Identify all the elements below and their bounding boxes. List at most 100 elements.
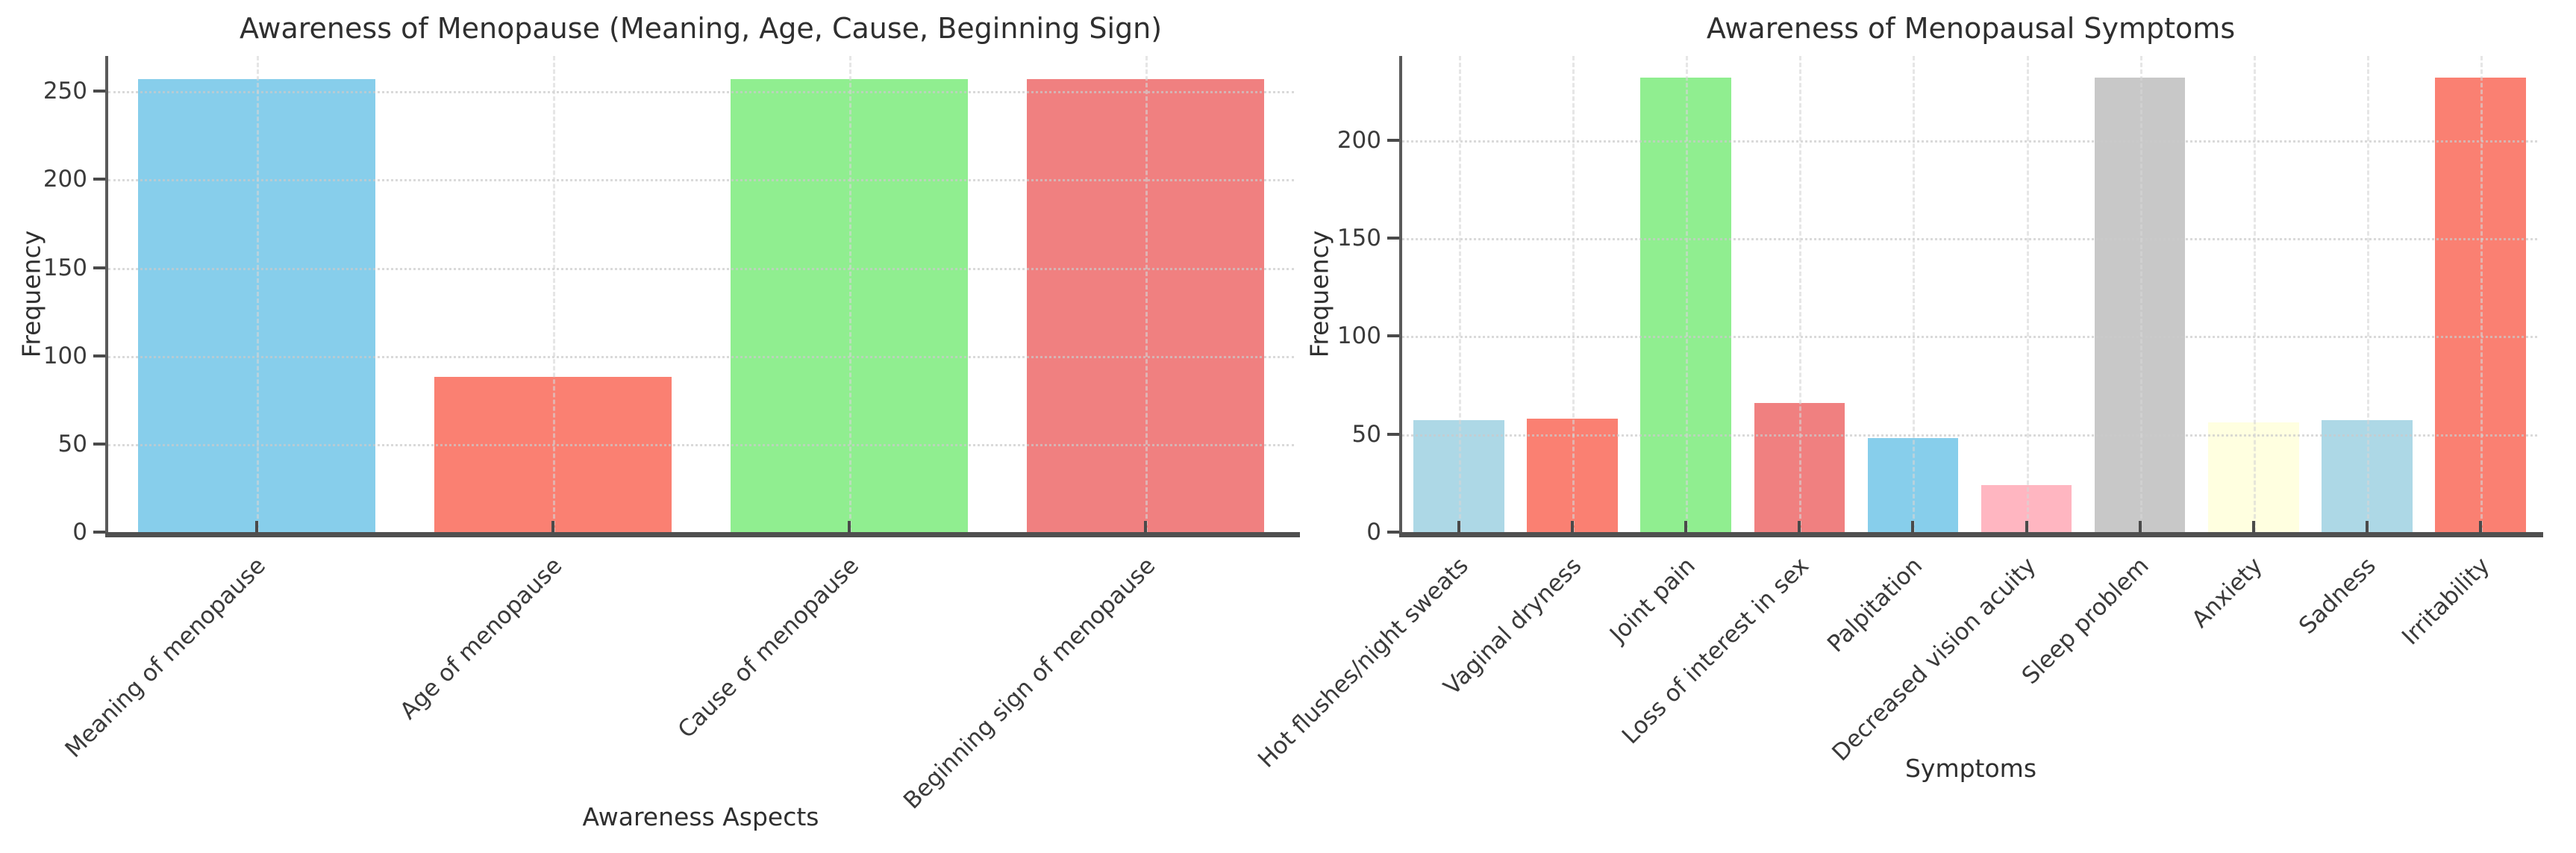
h-gridline-50: [1402, 434, 2537, 437]
x-tick-mark-cause-of-menopause: [848, 521, 851, 532]
y-tick-mark-250: [93, 90, 105, 93]
v-gridline-hot-flushes-night-sweats: [1459, 56, 1462, 532]
y-tick-label-50: 50: [57, 430, 87, 457]
x-axis-spine: [1399, 532, 2543, 537]
y-tick-label-100: 100: [1337, 322, 1381, 350]
x-tick-label-irritability: Irritability: [2396, 552, 2495, 651]
bar-beginning-sign-of-menopause: [1027, 78, 1265, 532]
x-tick-label-sadness: Sadness: [2294, 552, 2382, 640]
v-gridline-palpitation: [1913, 56, 1916, 532]
x-tick-mark-decreased-vision-acuity: [2025, 521, 2028, 532]
y-tick-mark-150: [1387, 237, 1399, 240]
x-tick-label-decreased-vision-acuity: Decreased vision acuity: [1827, 552, 2042, 766]
x-tick-mark-joint-pain: [1684, 521, 1688, 532]
v-gridline-meaning-of-menopause: [256, 56, 259, 532]
v-gridline-irritability: [2480, 56, 2483, 532]
y-tick-mark-50: [1387, 432, 1399, 436]
y-tick-label-150: 150: [43, 254, 87, 281]
h-gridline-100: [108, 355, 1294, 358]
x-tick-mark-palpitation: [1911, 521, 1915, 532]
x-tick-label-beginning-sign-of-menopause: Beginning sign of menopause: [898, 552, 1160, 815]
x-tick-label-palpitation: Palpitation: [1822, 552, 1928, 658]
h-gridline-200: [1402, 140, 2537, 143]
y-tick-label-100: 100: [43, 342, 87, 369]
y-axis-label: Frequency: [1304, 230, 1334, 358]
x-axis-label: Awareness Aspects: [582, 802, 819, 831]
x-tick-label-hot-flushes-night-sweats: Hot flushes/night sweats: [1252, 552, 1474, 773]
v-gridline-loss-of-interest-in-sex: [1799, 56, 1802, 532]
plot-area: 0 50 100 150 200 250: [43, 56, 1300, 546]
y-tick-mark-100: [1387, 334, 1399, 338]
y-tick-mark-150: [93, 266, 105, 269]
x-tick-label-sleep-problem: Sleep problem: [2017, 552, 2155, 690]
y-axis-label: Frequency: [16, 230, 46, 358]
v-gridline-joint-pain: [1686, 56, 1689, 532]
h-gridline-50: [108, 443, 1294, 446]
h-gridline-200: [108, 179, 1294, 182]
v-gridline-decreased-vision-acuity: [2026, 56, 2029, 532]
bar-anxiety: [2207, 422, 2299, 532]
y-tick-label-250: 250: [43, 78, 87, 105]
bar-age-of-menopause: [434, 377, 672, 532]
bar-decreased-vision-acuity: [1981, 485, 2072, 532]
y-tick-label-0: 0: [72, 519, 87, 546]
y-tick-mark-0: [1387, 531, 1399, 534]
v-gridline-sadness: [2366, 56, 2369, 532]
x-tick-mark-irritability: [2478, 521, 2482, 532]
v-gridline-age-of-menopause: [552, 56, 555, 532]
h-gridline-150: [1402, 238, 2537, 241]
x-tick-mark-anxiety: [2251, 521, 2255, 532]
h-gridline-150: [108, 267, 1294, 270]
y-tick-mark-0: [93, 531, 105, 534]
x-tick-mark-meaning-of-menopause: [254, 521, 258, 532]
x-tick-mark-hot-flushes-night-sweats: [1457, 521, 1461, 532]
y-tick-label-200: 200: [1337, 126, 1381, 154]
chart-title: Awareness of Menopause (Meaning, Age, Ca…: [239, 12, 1163, 45]
x-tick-label-anxiety: Anxiety: [2186, 552, 2269, 634]
bar-cause-of-menopause: [731, 78, 969, 532]
x-tick-mark-loss-of-interest-in-sex: [1798, 521, 1801, 532]
y-tick-label-150: 150: [1337, 225, 1381, 252]
x-tick-label-cause-of-menopause: Cause of menopause: [672, 552, 864, 744]
chart-title: Awareness of Menopausal Symptoms: [1706, 12, 2236, 45]
bar-palpitation: [1867, 437, 1959, 532]
bar-sleep-problem: [2094, 77, 2186, 532]
bar-hot-flushes-night-sweats: [1413, 420, 1504, 532]
bar-irritability: [2435, 77, 2526, 532]
y-tick-label-0: 0: [1366, 519, 1381, 546]
v-gridline-cause-of-menopause: [849, 56, 852, 532]
x-tick-label-age-of-menopause: Age of menopause: [395, 552, 568, 725]
x-tick-mark-beginning-sign-of-menopause: [1144, 521, 1148, 532]
x-tick-label-joint-pain: Joint pain: [1604, 552, 1701, 649]
bar-sadness: [2322, 420, 2413, 532]
x-tick-mark-sadness: [2365, 521, 2369, 532]
y-tick-mark-100: [93, 354, 105, 357]
v-gridline-vaginal-dryness: [1572, 56, 1575, 532]
x-tick-label-vaginal-dryness: Vaginal dryness: [1438, 552, 1587, 701]
x-tick-mark-age-of-menopause: [551, 521, 554, 532]
x-tick-mark-vaginal-dryness: [1571, 521, 1575, 532]
h-gridline-100: [1402, 336, 2537, 339]
bar-joint-pain: [1640, 77, 1732, 532]
h-gridline-250: [108, 91, 1294, 94]
x-tick-label-meaning-of-menopause: Meaning of menopause: [60, 552, 272, 763]
v-gridline-anxiety: [2253, 56, 2256, 532]
y-tick-label-50: 50: [1351, 420, 1381, 448]
v-gridline-beginning-sign-of-menopause: [1145, 56, 1148, 532]
plot-area: 0 50 100 150 200: [1337, 56, 2543, 546]
y-tick-label-200: 200: [43, 166, 87, 193]
v-gridline-sleep-problem: [2139, 56, 2142, 532]
bar-loss-of-interest-in-sex: [1754, 402, 1845, 532]
x-axis-label: Symptoms: [1904, 754, 2037, 783]
y-tick-mark-50: [93, 442, 105, 446]
x-tick-label-loss-of-interest-in-sex: Loss of interest in sex: [1616, 552, 1814, 750]
y-tick-mark-200: [1387, 138, 1399, 142]
x-axis-spine: [105, 532, 1300, 537]
x-tick-mark-sleep-problem: [2138, 521, 2142, 532]
bar-vaginal-dryness: [1527, 418, 1618, 532]
bar-meaning-of-menopause: [137, 78, 375, 532]
y-tick-mark-200: [93, 178, 105, 181]
